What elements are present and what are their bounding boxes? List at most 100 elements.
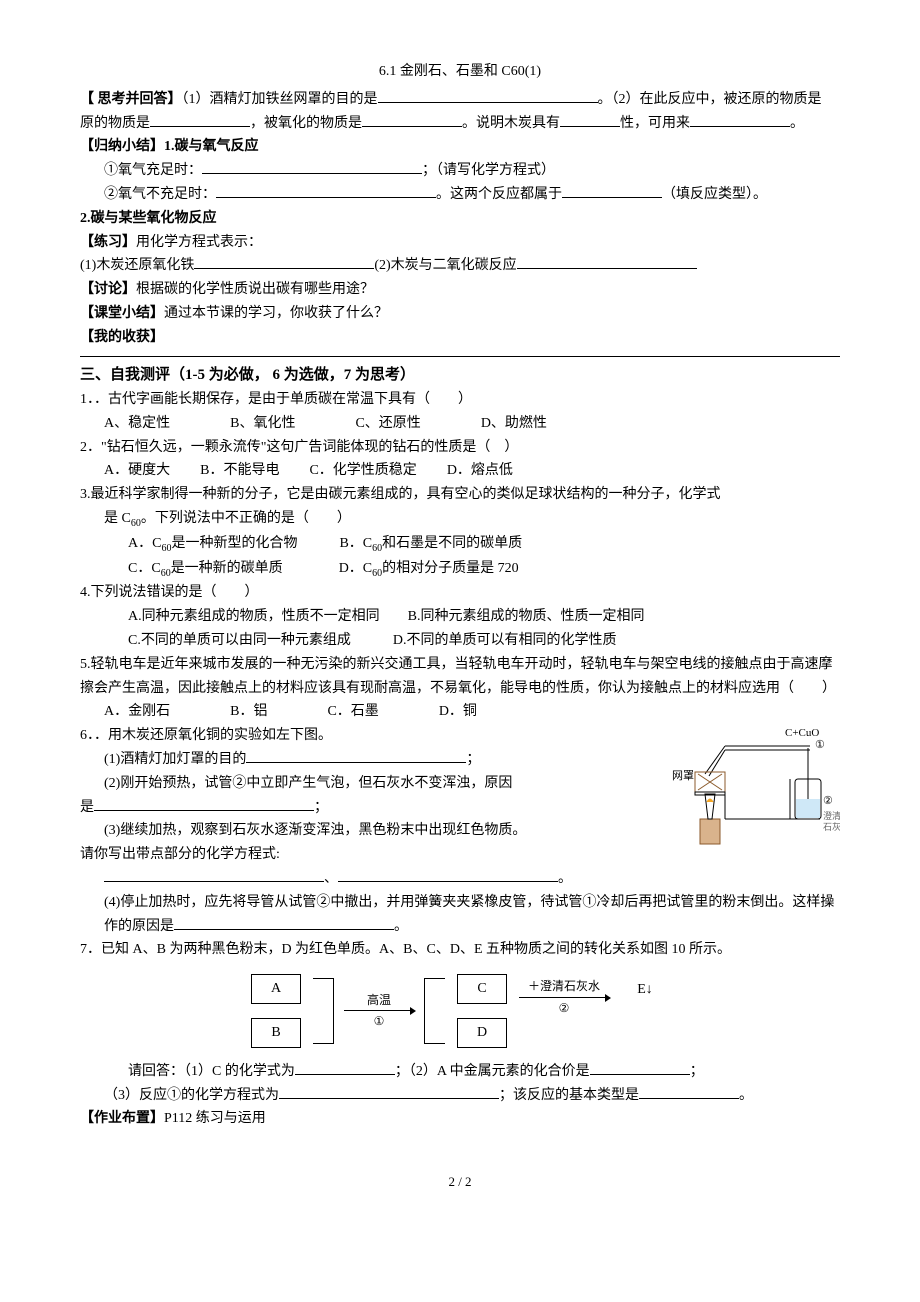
q7-diagram: A B 高温 ① C D ＋澄清石灰水 ② E↓ xyxy=(80,972,840,1050)
q2-stem: 2．"钻石恒久远，一颗永流传"这句广告词能体现的钻石的性质是（ ） xyxy=(80,436,840,460)
my-gain-label: 【我的收获】 xyxy=(80,326,840,350)
page-title: 6.1 金刚石、石墨和 C60(1) xyxy=(80,60,840,84)
svg-text:石灰水: 石灰水 xyxy=(823,821,840,832)
blank xyxy=(560,126,620,127)
discuss-text: 根据碳的化学性质说出碳有哪些用途？ xyxy=(136,282,374,297)
blank xyxy=(362,126,462,127)
blank xyxy=(150,126,250,127)
summary-h2: 2.碳与某些氧化物反应 xyxy=(80,207,840,231)
q7-ans2a: （3）反应①的化学方程式为 xyxy=(104,1088,279,1103)
summary-block: 【归纳小结】1.碳与氧气反应 ①氧气充足时：；（请写化学方程式） ②氧气不充足时… xyxy=(80,135,840,230)
node-d: D xyxy=(457,1018,507,1048)
q5-stem: 5.轻轨电车是近年来城市发展的一种无污染的新兴交通工具，当轻轨电车开动时，轻轨电… xyxy=(80,653,840,701)
q1: 1．．古代字画能长期保存，是由于单质碳在常温下具有（ ） A、稳定性 B、氧化性… xyxy=(80,388,840,436)
q3-opt-b: B．C60和石墨是不同的碳单质 xyxy=(339,536,522,551)
node-e: E↓ xyxy=(621,976,669,1004)
class-summary-label: 【课堂小结】 xyxy=(80,306,164,321)
q2: 2．"钻石恒久远，一颗永流传"这句广告词能体现的钻石的性质是（ ） A．硬度大 … xyxy=(80,436,840,484)
q7-ans2c: 。 xyxy=(739,1088,753,1103)
node-b: B xyxy=(251,1018,301,1048)
q6-p2a: (2)刚开始预热，试管②中立即产生气泡，但石灰水不变浑浊，原因 xyxy=(104,776,512,791)
think-label: 【 思考并回答】 xyxy=(80,92,182,107)
think-q2b: ，被氧化的物质是 xyxy=(250,116,362,131)
q1-opt-d: D、助燃性 xyxy=(481,412,547,436)
q4: 4.下列说法错误的是（ ） A.同种元素组成的物质，性质不一定相同 B.同种元素… xyxy=(80,581,840,652)
think-q1: （1）酒精灯加铁丝网罩的目的是 xyxy=(182,92,378,107)
class-summary-text: 通过本节课的学习，你收获了什么？ xyxy=(164,306,388,321)
summary-i2: ②氧气不充足时： xyxy=(104,187,216,202)
svg-text:②: ② xyxy=(823,795,833,807)
q3: 3.最近科学家制得一种新的分子，它是由碳元素组成的，具有空心的类似足球状结构的一… xyxy=(80,483,840,581)
self-test-heading: 三、自我测评（1-5 为必做， 6 为选做，7 为思考） xyxy=(80,363,840,389)
q4-opt-b: B.同种元素组成的物质、性质一定相同 xyxy=(408,609,645,624)
q6-p2b: 是 xyxy=(80,800,94,815)
q3-opt-c: C．C60是一种新的碳单质 xyxy=(128,561,283,576)
q3-stem1: 3.最近科学家制得一种新的分子，它是由碳元素组成的，具有空心的类似足球状结构的一… xyxy=(80,483,840,507)
class-summary-block: 【课堂小结】通过本节课的学习，你收获了什么？ xyxy=(80,302,840,326)
svg-text:①: ① xyxy=(815,739,825,751)
edge1-top: 高温 xyxy=(367,990,391,1010)
think-q2a: 。（2）在此反应中，被还原的物质是 xyxy=(598,92,822,107)
practice-p1: (1)木炭还原氧化铁 xyxy=(80,258,194,273)
practice-label: 【练习】 xyxy=(80,235,136,250)
label-top: C+CuO xyxy=(785,727,819,739)
q5: 5.轻轨电车是近年来城市发展的一种无污染的新兴交通工具，当轻轨电车开动时，轻轨电… xyxy=(80,653,840,724)
discuss-block: 【讨论】根据碳的化学性质说出碳有哪些用途？ xyxy=(80,278,840,302)
divider xyxy=(80,356,840,357)
blank xyxy=(104,881,324,882)
q5-opt-a: A．金刚石 xyxy=(104,700,170,724)
q2-opt-a: A．硬度大 xyxy=(104,459,170,483)
q7: 7．已知 A、B 为两种黑色粉末，D 为红色单质。A、B、C、D、E 五种物质之… xyxy=(80,938,840,1107)
blank xyxy=(194,268,374,269)
q6-stem: 6．．用木炭还原氧化铜的实验如左下图。 xyxy=(80,724,650,748)
blank xyxy=(378,102,598,103)
q4-opt-a: A.同种元素组成的物质，性质不一定相同 xyxy=(128,609,380,624)
q2-opt-b: B．不能导电 xyxy=(200,459,279,483)
q4-opt-c: C.不同的单质可以由同一种元素组成 xyxy=(128,633,351,648)
q3-opt-d: D．C60的相对分子质量是 720 xyxy=(339,561,519,576)
edge2-top: ＋澄清石灰水 xyxy=(528,976,600,996)
q4-stem: 4.下列说法错误的是（ ） xyxy=(80,581,840,605)
practice-block: 【练习】用化学方程式表示： (1)木炭还原氧化铁(2)木炭与二氧化碳反应 xyxy=(80,231,840,279)
summary-label: 【归纳小结】 xyxy=(80,139,164,154)
q5-opt-b: B．铝 xyxy=(230,700,267,724)
q3-stem2: 是 C xyxy=(104,511,131,526)
svg-text:网罩: 网罩 xyxy=(672,769,694,782)
blank xyxy=(517,268,697,269)
node-a: A xyxy=(251,974,301,1004)
blank xyxy=(295,1074,395,1075)
blank xyxy=(690,126,790,127)
blank xyxy=(639,1098,739,1099)
think-q2c: 。说明木炭具有 xyxy=(462,116,560,131)
blank xyxy=(246,762,466,763)
think-q2d: 性，可用来 xyxy=(620,116,690,131)
q7-ans1c: ； xyxy=(690,1064,704,1079)
cont: 原的物质是 xyxy=(80,116,150,131)
experiment-diagram: C+CuO ① 网罩 ② 澄清的 石灰水 xyxy=(670,724,840,854)
blank xyxy=(216,197,436,198)
summary-h1: 1.碳与氧气反应 xyxy=(164,139,259,154)
discuss-label: 【讨论】 xyxy=(80,282,136,297)
q5-opt-c: C．石墨 xyxy=(327,700,378,724)
q7-ans2b: ；该反应的基本类型是 xyxy=(499,1088,639,1103)
practice-text: 用化学方程式表示： xyxy=(136,235,262,250)
q4-opt-d: D.不同的单质可以有相同的化学性质 xyxy=(393,633,617,648)
blank xyxy=(202,173,422,174)
q6: C+CuO ① 网罩 ② 澄清的 石灰水 6．．用木炭还原氧化铜的实验如左下图。… xyxy=(80,724,840,938)
q1-opt-a: A、稳定性 xyxy=(104,412,170,436)
q5-opt-d: D．铜 xyxy=(439,700,477,724)
q1-stem: 1．．古代字画能长期保存，是由于单质碳在常温下具有（ ） xyxy=(80,388,840,412)
q1-opt-c: C、还原性 xyxy=(355,412,420,436)
q2-opt-d: D．熔点低 xyxy=(447,459,513,483)
blank xyxy=(562,197,662,198)
q7-stem: 7．已知 A、B 为两种黑色粉末，D 为红色单质。A、B、C、D、E 五种物质之… xyxy=(80,938,840,962)
q3-opt-a: A．C60是一种新型的化合物 xyxy=(128,536,297,551)
q6-p1: (1)酒精灯加灯罩的目的 xyxy=(104,752,246,767)
q7-ans1b: ；（2）A 中金属元素的化合价是 xyxy=(395,1064,590,1079)
summary-i1tail: ；（请写化学方程式） xyxy=(422,163,555,178)
edge2-bottom: ② xyxy=(559,998,570,1018)
edge1-bottom: ① xyxy=(374,1011,385,1031)
blank xyxy=(338,881,558,882)
node-c: C xyxy=(457,974,507,1004)
page-number: 2 / 2 xyxy=(80,1171,840,1193)
